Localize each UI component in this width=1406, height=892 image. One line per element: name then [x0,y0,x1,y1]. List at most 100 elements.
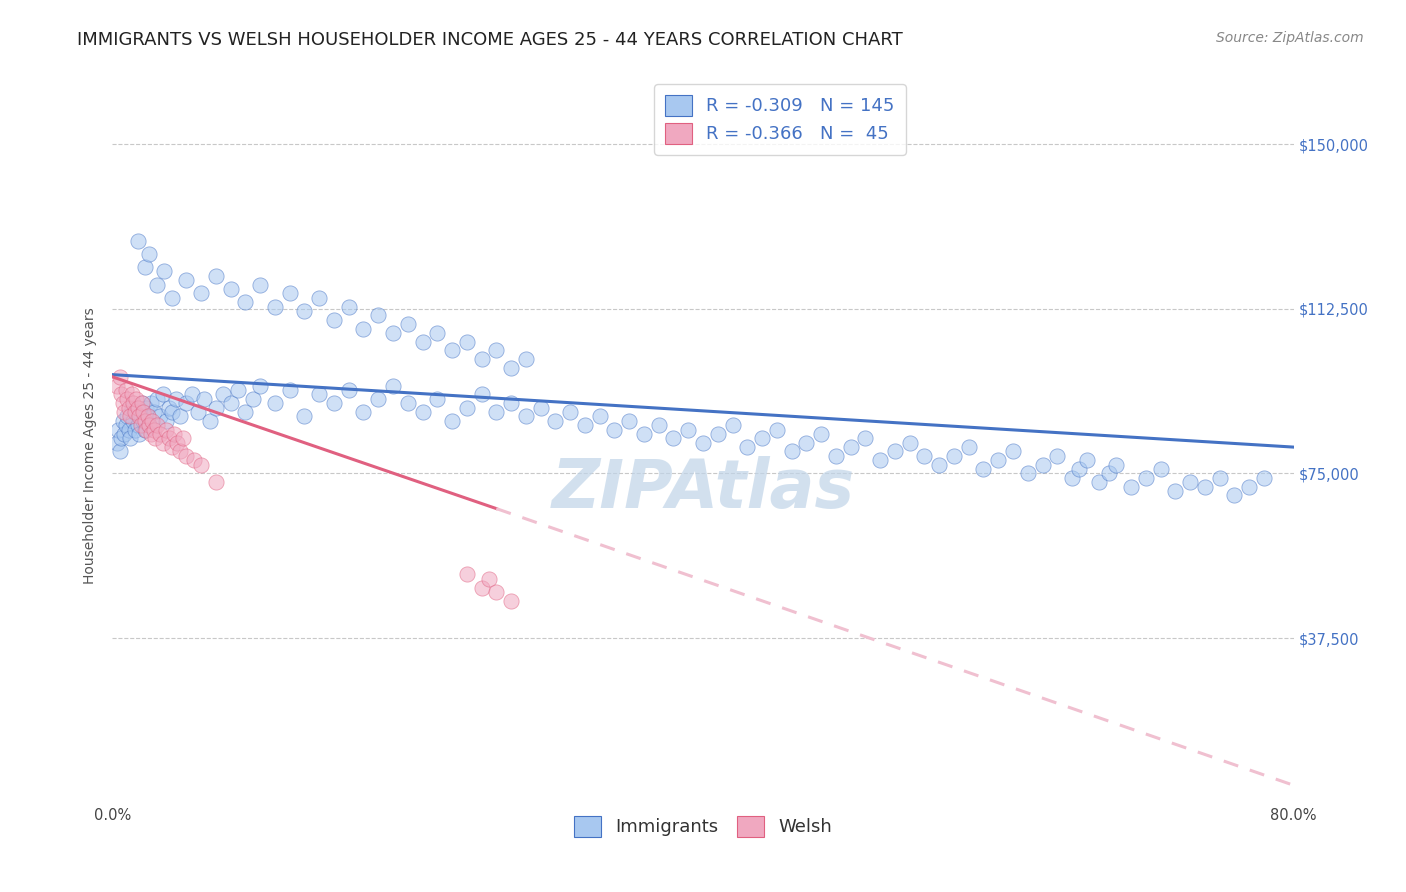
Point [249,277,271,292]
Point [120,431,142,445]
Point [134,260,156,274]
Point [292,304,315,318]
Point [155,414,177,428]
Point [226,383,249,397]
Point [574,418,596,433]
Point [134,414,156,428]
Point [456,401,478,415]
Point [478,572,501,586]
Point [824,449,846,463]
Point [367,309,389,323]
Point [152,435,174,450]
Point [198,414,221,428]
Point [105,435,128,450]
Point [174,273,197,287]
Point [138,247,160,261]
Point [1105,458,1128,472]
Point [292,409,315,424]
Point [131,396,153,410]
Point [810,426,832,441]
Point [114,418,136,433]
Point [766,423,789,437]
Point [193,392,215,406]
Point [219,396,242,410]
Point [721,418,744,433]
Point [1208,471,1232,485]
Point [1032,458,1054,472]
Point [470,352,494,367]
Point [129,409,152,424]
Point [128,426,150,441]
Point [112,405,135,419]
Point [1069,462,1091,476]
Point [181,387,204,401]
Point [839,440,862,454]
Point [108,444,131,458]
Point [1098,467,1121,481]
Point [127,418,149,433]
Point [122,396,145,410]
Point [1119,480,1142,494]
Point [942,449,965,463]
Point [501,361,523,376]
Point [169,409,191,424]
Point [973,462,995,476]
Point [118,423,141,437]
Point [1087,475,1109,490]
Point [136,409,159,424]
Point [160,440,183,454]
Point [131,396,153,410]
Point [132,414,155,428]
Point [129,418,152,433]
Point [146,418,169,433]
Point [205,401,228,415]
Point [233,405,256,419]
Point [278,286,301,301]
Point [152,387,174,401]
Point [122,414,145,428]
Point [136,409,159,424]
Point [110,431,132,445]
Point [737,440,759,454]
Point [132,405,155,419]
Point [146,277,169,292]
Point [117,392,138,406]
Point [233,295,256,310]
Point [426,326,449,340]
Point [118,401,141,415]
Point [139,396,162,410]
Point [706,426,728,441]
Point [166,435,188,450]
Point [142,423,165,437]
Point [884,444,907,458]
Point [174,449,197,463]
Point [780,444,803,458]
Point [163,426,186,441]
Point [515,352,537,367]
Point [127,401,149,415]
Point [855,431,877,445]
Point [249,378,271,392]
Point [146,392,169,406]
Point [172,431,194,445]
Point [411,334,433,349]
Text: ZIPAtlas: ZIPAtlas [551,456,855,522]
Point [135,401,157,415]
Point [1239,480,1261,494]
Point [134,423,156,437]
Point [124,423,146,437]
Point [558,405,582,419]
Point [108,369,131,384]
Point [544,414,567,428]
Point [1223,488,1246,502]
Point [456,567,478,582]
Point [796,435,818,450]
Point [143,431,166,445]
Text: IMMIGRANTS VS WELSH HOUSEHOLDER INCOME AGES 25 - 44 YEARS CORRELATION CHART: IMMIGRANTS VS WELSH HOUSEHOLDER INCOME A… [77,31,903,49]
Point [160,291,183,305]
Point [1046,449,1069,463]
Point [149,426,172,441]
Point [470,581,494,595]
Point [396,396,419,410]
Point [529,401,551,415]
